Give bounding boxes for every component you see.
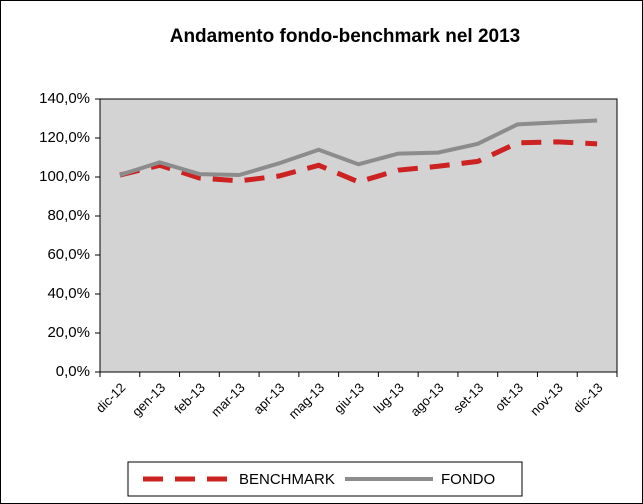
series-line bbox=[119, 118, 598, 178]
legend-label: BENCHMARK bbox=[239, 471, 335, 488]
y-tick-label: 140,0% bbox=[39, 90, 90, 107]
y-tick-label: 100,0% bbox=[39, 168, 90, 185]
y-tick-label: 60,0% bbox=[47, 246, 90, 263]
series-line bbox=[119, 139, 598, 185]
chart-title: Andamento fondo-benchmark nel 2013 bbox=[170, 26, 521, 47]
y-tick-label: 20,0% bbox=[47, 324, 90, 341]
y-tick-label: 80,0% bbox=[47, 207, 90, 224]
y-tick-label: 0,0% bbox=[56, 363, 90, 380]
y-tick-label: 120,0% bbox=[39, 129, 90, 146]
legend-label: FONDO bbox=[441, 471, 495, 488]
y-tick-label: 40,0% bbox=[47, 285, 90, 302]
